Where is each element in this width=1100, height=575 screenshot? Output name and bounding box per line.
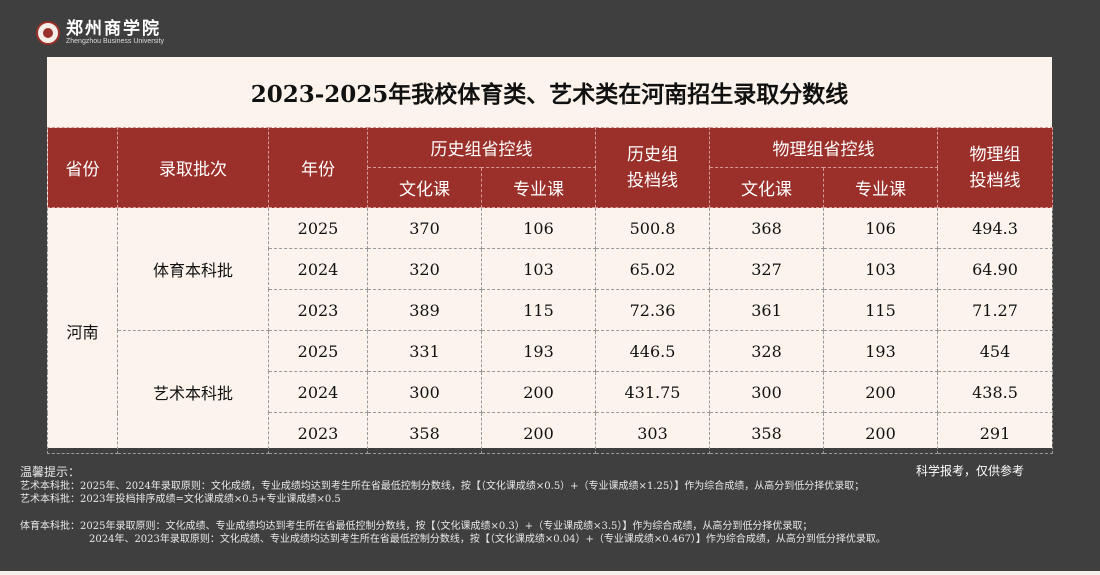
cell-h-c: 300 bbox=[367, 371, 482, 413]
batch-cell: 艺术本科批 bbox=[117, 330, 269, 454]
header-history-culture: 文化课 bbox=[367, 167, 482, 208]
cell-p-c: 300 bbox=[709, 371, 824, 413]
cell-p-m: 193 bbox=[823, 330, 938, 372]
score-table: 省份 录取批次 年份 历史组省控线 历史组投档线 物理组省控线 物理组投档线 文… bbox=[47, 127, 1053, 454]
table-row: 2023 358 200 303 358 200 291 bbox=[48, 412, 1053, 454]
cell-year: 2023 bbox=[268, 289, 368, 331]
cell-h-c: 320 bbox=[367, 248, 482, 290]
cell-year: 2024 bbox=[268, 248, 368, 290]
province-cell: 河南 bbox=[47, 207, 118, 454]
cell-h-m: 193 bbox=[481, 330, 596, 372]
cell-h-a: 72.36 bbox=[595, 289, 710, 331]
cell-p-a: 438.5 bbox=[937, 371, 1053, 413]
page-title: 2023-2025年我校体育类、艺术类在河南招生录取分数线 bbox=[250, 81, 849, 108]
batch-cell: 体育本科批 bbox=[117, 207, 269, 331]
cell-h-c: 389 bbox=[367, 289, 482, 331]
cell-p-m: 106 bbox=[823, 207, 938, 249]
header-batch: 录取批次 bbox=[117, 127, 269, 208]
cell-p-m: 200 bbox=[823, 412, 938, 454]
cell-p-c: 327 bbox=[709, 248, 824, 290]
cell-year: 2025 bbox=[268, 330, 368, 372]
cell-p-c: 361 bbox=[709, 289, 824, 331]
note-line: 2024年、2023年录取原则：文化成绩、专业成绩均达到考生所在省最低控制分数线… bbox=[89, 534, 886, 545]
cell-p-a: 494.3 bbox=[937, 207, 1053, 249]
header-province: 省份 bbox=[47, 127, 118, 208]
logo-name-cn: 郑州商学院 bbox=[66, 19, 161, 39]
cell-h-a: 303 bbox=[595, 412, 710, 454]
cell-h-c: 358 bbox=[367, 412, 482, 454]
header-physics-major: 专业课 bbox=[823, 167, 938, 208]
note-line: 体育本科批：2025年录取原则：文化成绩、专业成绩均达到考生所在省最低控制分数线… bbox=[20, 520, 813, 532]
reference-note: 科学报考，仅供参考 bbox=[915, 464, 1024, 478]
cell-h-m: 200 bbox=[481, 412, 596, 454]
cell-p-c: 328 bbox=[709, 330, 824, 372]
cell-h-a: 500.8 bbox=[595, 207, 710, 249]
score-table-card: 2023-2025年我校体育类、艺术类在河南招生录取分数线 省份 录取批次 年份… bbox=[47, 57, 1053, 454]
bottom-strip bbox=[0, 571, 1100, 575]
cell-year: 2024 bbox=[268, 371, 368, 413]
table-row: 2024 300 200 431.75 300 200 438.5 bbox=[48, 371, 1053, 413]
header-year: 年份 bbox=[268, 127, 368, 208]
cell-p-a: 454 bbox=[937, 330, 1053, 372]
university-seal-icon bbox=[36, 21, 60, 45]
cell-p-m: 115 bbox=[823, 289, 938, 331]
header-history-major: 专业课 bbox=[481, 167, 596, 208]
cell-h-m: 200 bbox=[481, 371, 596, 413]
table-row: 河南 体育本科批 2025 370 106 500.8 368 106 494.3 bbox=[47, 207, 1053, 454]
cell-h-c: 370 bbox=[367, 207, 482, 249]
cell-h-a: 446.5 bbox=[595, 330, 710, 372]
cell-p-a: 71.27 bbox=[937, 289, 1053, 331]
cell-p-c: 358 bbox=[709, 412, 824, 454]
cell-p-c: 368 bbox=[709, 207, 824, 249]
table-row: 2024 320 103 65.02 327 103 64.90 bbox=[48, 248, 1053, 290]
header-physics-line: 物理组省控线 bbox=[709, 127, 938, 168]
cell-p-a: 64.90 bbox=[937, 248, 1053, 290]
table-row: 2023 389 115 72.36 361 115 71.27 bbox=[48, 289, 1053, 331]
logo-name-en: Zhengzhou Business University bbox=[66, 38, 165, 45]
cell-h-m: 103 bbox=[481, 248, 596, 290]
note-line: 艺术本科批：2023年投档排序成绩=文化课成绩×0.5+专业课成绩×0.5 bbox=[20, 494, 341, 505]
header-physics-admit: 物理组投档线 bbox=[937, 127, 1053, 208]
cell-h-m: 106 bbox=[481, 207, 596, 249]
note-line: 艺术本科批：2025年、2024年录取原则：文化成绩，专业成绩均达到考生所在省最… bbox=[20, 480, 865, 492]
header-history-admit: 历史组投档线 bbox=[595, 127, 710, 208]
table-row: 艺术本科批 2025 331 193 446.5 328 193 454 bbox=[48, 330, 1053, 454]
cell-h-a: 65.02 bbox=[595, 248, 710, 290]
notes: 温馨提示： 艺术本科批：2025年、2024年录取原则：文化成绩，专业成绩均达到… bbox=[20, 465, 886, 547]
cell-year: 2023 bbox=[268, 412, 368, 454]
university-logo: 郑州商学院 Zhengzhou Business University bbox=[36, 20, 164, 46]
header-history-line: 历史组省控线 bbox=[367, 127, 596, 168]
header-physics-culture: 文化课 bbox=[709, 167, 824, 208]
cell-h-c: 331 bbox=[367, 330, 482, 372]
cell-year: 2025 bbox=[268, 207, 368, 249]
cell-h-m: 115 bbox=[481, 289, 596, 331]
cell-p-m: 103 bbox=[823, 248, 938, 290]
notes-heading: 温馨提示： bbox=[20, 465, 81, 479]
cell-p-a: 291 bbox=[937, 412, 1053, 454]
cell-p-m: 200 bbox=[823, 371, 938, 413]
cell-h-a: 431.75 bbox=[595, 371, 710, 413]
